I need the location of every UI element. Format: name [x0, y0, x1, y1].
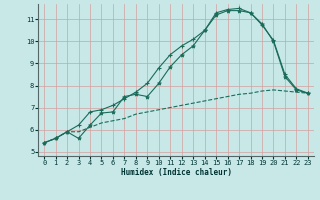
X-axis label: Humidex (Indice chaleur): Humidex (Indice chaleur)	[121, 168, 231, 177]
